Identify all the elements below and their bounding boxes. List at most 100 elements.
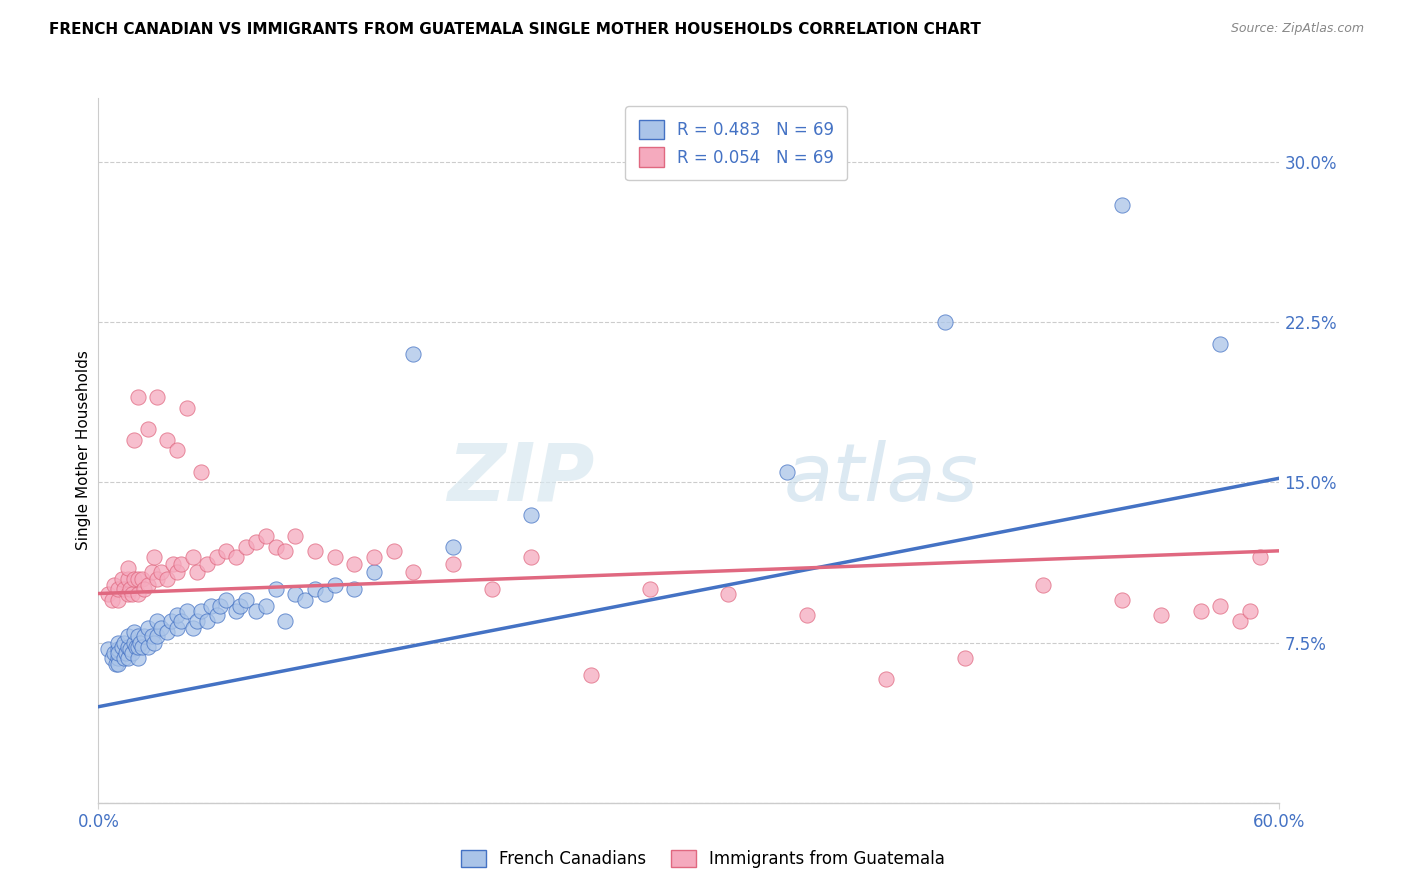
Point — [146, 629, 169, 643]
Point — [402, 347, 425, 361]
Point — [796, 607, 818, 622]
Point — [441, 557, 464, 571]
Point — [205, 550, 228, 565]
Point — [1150, 607, 1173, 622]
Point — [304, 582, 326, 597]
Point — [934, 315, 956, 329]
Point — [127, 629, 149, 643]
Point — [156, 624, 179, 639]
Point — [1032, 578, 1054, 592]
Point — [162, 557, 184, 571]
Point — [170, 615, 193, 629]
Point — [107, 582, 129, 597]
Point — [1111, 198, 1133, 212]
Point — [520, 550, 543, 565]
Point — [141, 629, 163, 643]
Point — [181, 621, 204, 635]
Point — [136, 621, 159, 635]
Point — [190, 604, 212, 618]
Point — [117, 572, 139, 586]
Point — [131, 640, 153, 654]
Point — [284, 586, 307, 600]
Point — [132, 629, 155, 643]
Point — [294, 593, 316, 607]
Point — [1239, 604, 1261, 618]
Point — [97, 586, 120, 600]
Point — [122, 624, 145, 639]
Point — [111, 640, 134, 654]
Point — [1209, 336, 1232, 351]
Point — [953, 650, 976, 665]
Point — [304, 544, 326, 558]
Point — [112, 650, 135, 665]
Point — [142, 550, 165, 565]
Point — [117, 629, 139, 643]
Point — [122, 635, 145, 649]
Text: atlas: atlas — [783, 440, 979, 517]
Point — [235, 540, 257, 554]
Point — [314, 586, 336, 600]
Point — [127, 572, 149, 586]
Point — [115, 646, 138, 660]
Point — [122, 433, 145, 447]
Legend: French Canadians, Immigrants from Guatemala: French Canadians, Immigrants from Guatem… — [454, 843, 952, 875]
Point — [146, 615, 169, 629]
Point — [776, 465, 799, 479]
Point — [245, 535, 267, 549]
Point — [118, 582, 141, 597]
Point — [122, 572, 145, 586]
Point — [107, 642, 129, 657]
Point — [142, 635, 165, 649]
Point — [363, 550, 385, 565]
Point — [125, 640, 148, 654]
Point — [107, 650, 129, 665]
Point — [284, 529, 307, 543]
Point — [254, 599, 277, 614]
Point — [112, 635, 135, 649]
Point — [209, 599, 232, 614]
Point — [323, 578, 346, 592]
Point — [402, 565, 425, 579]
Point — [181, 550, 204, 565]
Text: Source: ZipAtlas.com: Source: ZipAtlas.com — [1230, 22, 1364, 36]
Point — [117, 650, 139, 665]
Point — [1209, 599, 1232, 614]
Point — [186, 565, 208, 579]
Point — [343, 582, 366, 597]
Point — [121, 586, 143, 600]
Point — [127, 586, 149, 600]
Point — [105, 657, 128, 671]
Point — [717, 586, 740, 600]
Text: ZIP: ZIP — [447, 440, 595, 517]
Point — [225, 604, 247, 618]
Point — [205, 607, 228, 622]
Point — [132, 582, 155, 597]
Point — [323, 550, 346, 565]
Point — [875, 672, 897, 686]
Point — [186, 615, 208, 629]
Point — [156, 572, 179, 586]
Point — [176, 401, 198, 415]
Point — [103, 578, 125, 592]
Point — [579, 667, 602, 681]
Point — [264, 582, 287, 597]
Point — [112, 582, 135, 597]
Point — [520, 508, 543, 522]
Point — [166, 621, 188, 635]
Point — [195, 557, 218, 571]
Point — [200, 599, 222, 614]
Point — [190, 465, 212, 479]
Point — [136, 422, 159, 436]
Point — [101, 650, 124, 665]
Point — [1111, 593, 1133, 607]
Point — [638, 582, 661, 597]
Y-axis label: Single Mother Households: Single Mother Households — [76, 351, 91, 550]
Point — [1229, 615, 1251, 629]
Point — [235, 593, 257, 607]
Point — [363, 565, 385, 579]
Point — [136, 640, 159, 654]
Legend: R = 0.483   N = 69, R = 0.054   N = 69: R = 0.483 N = 69, R = 0.054 N = 69 — [626, 106, 848, 180]
Point — [176, 604, 198, 618]
Point — [117, 586, 139, 600]
Point — [274, 615, 297, 629]
